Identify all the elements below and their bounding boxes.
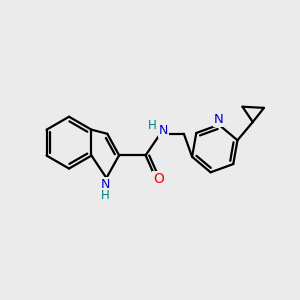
Text: N: N <box>159 124 168 137</box>
Text: O: O <box>153 172 164 186</box>
Text: H: H <box>100 188 109 202</box>
Text: N: N <box>214 113 224 126</box>
Text: H: H <box>148 119 156 132</box>
Text: N: N <box>100 178 110 191</box>
